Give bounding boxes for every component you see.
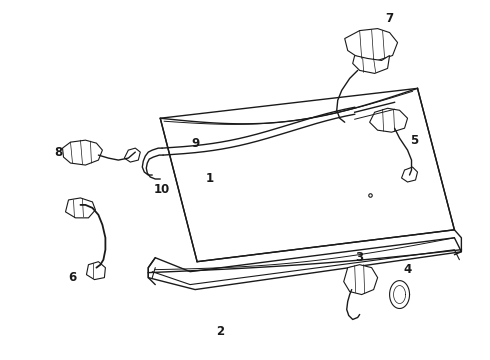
Polygon shape [401,167,417,182]
Polygon shape [369,108,408,132]
Text: 6: 6 [69,271,76,284]
Text: 7: 7 [386,12,393,25]
Text: 8: 8 [54,145,63,159]
Polygon shape [66,198,96,218]
Text: 10: 10 [154,184,171,197]
Text: 9: 9 [191,137,199,150]
Text: 3: 3 [356,251,364,264]
Polygon shape [343,265,378,294]
Polygon shape [86,262,105,280]
Polygon shape [63,140,102,165]
Text: 4: 4 [403,263,412,276]
Text: 5: 5 [411,134,418,147]
Polygon shape [353,55,390,73]
Polygon shape [345,28,397,60]
Text: 2: 2 [216,325,224,338]
Text: 1: 1 [206,171,214,185]
Polygon shape [160,88,454,262]
Polygon shape [148,238,462,289]
Polygon shape [124,148,140,162]
